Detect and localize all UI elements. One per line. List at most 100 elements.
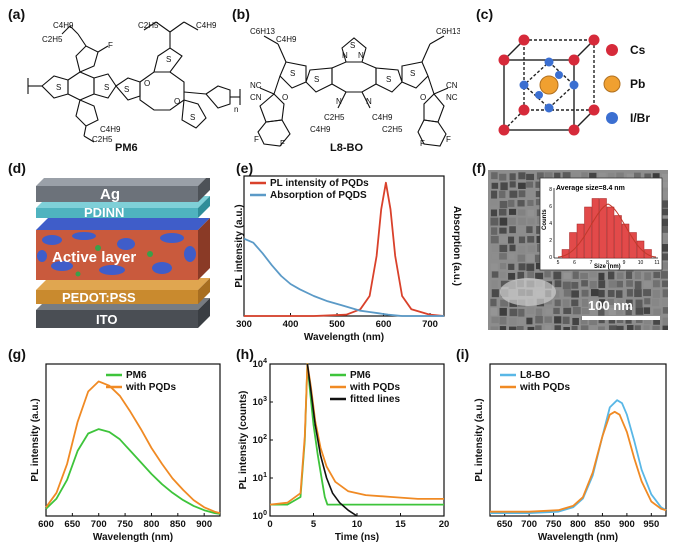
x-tick-label: 750 xyxy=(546,519,562,530)
panel-f-label: (f) xyxy=(472,160,486,176)
plot-frame xyxy=(489,363,667,517)
pm6-atom: S xyxy=(56,83,61,92)
l8bo-atom: NC xyxy=(446,93,458,102)
chart-g: 600 650 700 750 800 850 900 Wavelength (nm) PL i… xyxy=(30,363,221,543)
pm6-atom: C2H5 xyxy=(138,21,159,30)
legend-cs: Cs xyxy=(630,43,646,57)
l8bo-atom: F xyxy=(420,139,425,148)
l8bo-atom: C4H9 xyxy=(276,35,297,44)
plot-frame xyxy=(45,363,221,517)
inset-y-tick: 8 xyxy=(549,187,552,193)
x-tick-label: 500 xyxy=(329,319,345,330)
l8bo-atom: N xyxy=(342,51,348,60)
pm6-atom: F xyxy=(108,41,113,50)
y-tick-label: 103 xyxy=(253,396,268,408)
inset-title: Average size=8.4 nm xyxy=(556,185,625,192)
pm6-atom: C2H5 xyxy=(42,35,63,44)
inset-y-tick: 0 xyxy=(549,255,552,261)
histogram-bar xyxy=(629,232,637,259)
x-tick-label: 15 xyxy=(395,519,406,530)
x-tick-label: 700 xyxy=(521,519,537,530)
legend-label: L8-BO xyxy=(520,370,550,381)
x-axis-label: Wavelength (nm) xyxy=(304,332,384,343)
l8bo-atom: C6H13 xyxy=(436,27,460,36)
x-tick-label: 700 xyxy=(422,319,438,330)
legend-pb: Pb xyxy=(630,77,645,91)
legend-label: fitted lines xyxy=(350,394,400,405)
x-tick-label: 800 xyxy=(144,519,160,530)
l8bo-atom: F xyxy=(254,135,259,144)
series-line-1 xyxy=(243,237,444,317)
l8bo-atom: N xyxy=(358,51,364,60)
device-stack: Ag PDINN Active layer PEDOT:PSS ITO xyxy=(36,178,210,328)
legend-ibr: I/Br xyxy=(630,111,650,125)
y-tick-label: 102 xyxy=(253,434,268,446)
inset-y-tick: 6 xyxy=(549,204,552,210)
x-axis-label: Wavelength (nm) xyxy=(93,532,173,543)
legend-label: PM6 xyxy=(350,370,371,381)
panel-b-label: (b) xyxy=(232,6,250,22)
pm6-atom: C2H5 xyxy=(92,135,113,144)
legend-label: Absorption of PQDS xyxy=(270,190,367,201)
inset-x-tick: 9 xyxy=(623,260,626,266)
inset-y-tick: 4 xyxy=(549,221,552,227)
x-tick-label: 600 xyxy=(38,519,54,530)
l8bo-atom: S xyxy=(410,69,415,78)
l8bo-atom: S xyxy=(386,75,391,84)
histogram-bar xyxy=(599,198,607,259)
pm6-atom: S xyxy=(104,83,109,92)
inset-x-tick: 6 xyxy=(573,260,576,266)
histogram-bar xyxy=(606,206,615,259)
l8bo-atom: S xyxy=(290,69,295,78)
pm6-atom: S xyxy=(190,113,195,122)
x-tick-label: 950 xyxy=(643,519,659,530)
inset-x-tick: 8 xyxy=(606,260,609,266)
l8bo-atom: CN xyxy=(446,81,458,90)
series-line-0 xyxy=(490,399,667,514)
inset-x-tick: 10 xyxy=(638,260,644,266)
pm6-atom: C4H9 xyxy=(196,21,217,30)
x-tick-label: 650 xyxy=(64,519,80,530)
x-tick-label: 850 xyxy=(595,519,611,530)
series-line-1 xyxy=(490,410,667,513)
histogram-bar xyxy=(584,206,592,259)
l8bo-atom: CN xyxy=(250,93,262,102)
x-tick-label: 600 xyxy=(376,319,392,330)
legend-label: with PQDs xyxy=(349,382,400,393)
x-tick-label: 800 xyxy=(570,519,586,530)
inset-x-tick: 11 xyxy=(654,260,659,266)
x-tick-label: 850 xyxy=(170,519,186,530)
x-tick-label: 10 xyxy=(352,519,363,530)
panel-i-label: (i) xyxy=(456,346,470,362)
l8bo-atom: N xyxy=(366,97,372,106)
inset-x-tick: 5 xyxy=(557,260,560,266)
perovskite-cube: Cs Pb I/Br xyxy=(498,34,650,136)
pm6-atom: O xyxy=(144,79,150,88)
chart-i: 650 700 750 800 850 900 950 Wavelength (nm) PL i… xyxy=(474,363,667,543)
x-tick-label: 650 xyxy=(497,519,513,530)
pm6-atom: C4H9 xyxy=(100,125,121,134)
x-tick-label: 5 xyxy=(311,519,317,530)
pm6-atom: C4H9 xyxy=(53,21,74,30)
y-axis-label: PL intensity (a.u.) xyxy=(30,398,41,481)
chart-e: 300 400 500 600 700 Wavelength (nm) PL intensi… xyxy=(234,175,462,343)
legend-label: with PQDs xyxy=(125,382,176,393)
series-line-2 xyxy=(306,363,358,517)
y-tick-label: 100 xyxy=(253,510,268,522)
layer-active: Active layer xyxy=(52,249,136,266)
scalebar-label: 100 nm xyxy=(588,298,633,313)
legend-label: PL intensity of PQDs xyxy=(270,178,369,189)
cs-atoms xyxy=(498,34,600,136)
pm6-atom: O xyxy=(174,97,180,106)
y-axis-label: PL intensity (a.u.) xyxy=(234,204,245,287)
histogram-bar xyxy=(621,223,630,259)
histogram-bar xyxy=(644,249,652,259)
layer-ag: Ag xyxy=(100,186,120,203)
panel-a-label: (a) xyxy=(8,6,26,22)
y2-axis-label: Absorption (a.u.) xyxy=(451,206,462,286)
panel-d-label: (d) xyxy=(8,160,26,176)
inset-xlabel: Size (nm) xyxy=(594,264,621,270)
inset-ylabel: Counts xyxy=(542,209,548,230)
legend-label: PM6 xyxy=(126,370,147,381)
histogram-bar xyxy=(636,240,645,259)
